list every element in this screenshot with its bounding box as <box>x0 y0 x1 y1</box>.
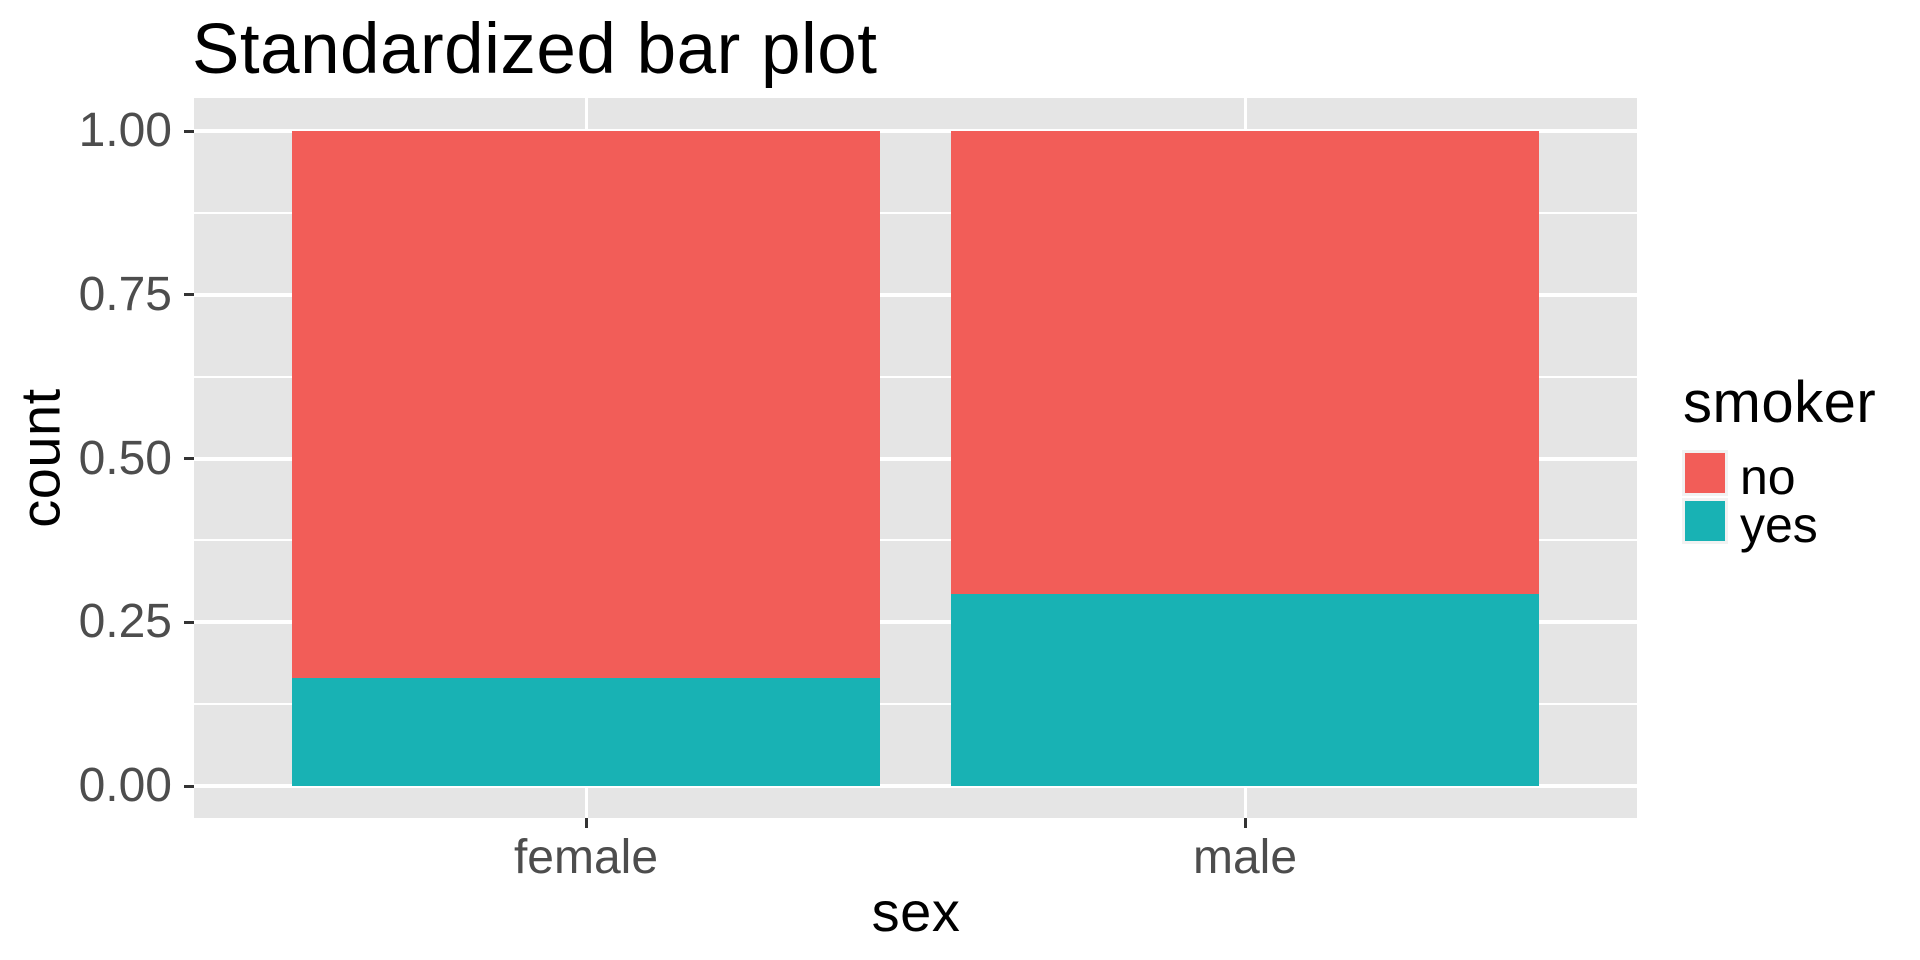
x-axis-tick-label-female: female <box>513 831 659 884</box>
legend-key-swatch-yes <box>1685 501 1725 541</box>
bar-segment-female-no <box>292 131 880 678</box>
gridline-major-horizontal <box>194 292 1637 297</box>
chart-title: Standardized bar plot <box>192 10 878 89</box>
legend-key-no <box>1682 450 1728 496</box>
gridline-major-horizontal <box>194 129 1637 133</box>
legend-title: smoker <box>1683 370 1877 435</box>
gridline-major-horizontal <box>194 456 1637 461</box>
gridline-minor-horizontal <box>194 211 1637 214</box>
y-axis-tick <box>184 293 194 297</box>
y-axis-tick-label: 1.00 <box>78 104 172 157</box>
x-axis-tick <box>584 818 588 828</box>
legend-label-no: no <box>1740 449 1796 505</box>
legend-key-yes <box>1682 498 1728 544</box>
gridline-minor-horizontal <box>194 539 1637 542</box>
y-axis-tick-label: 0.50 <box>78 431 172 485</box>
y-axis-tick <box>184 129 194 133</box>
bar-segment-male-yes <box>951 594 1539 786</box>
bar-segment-female-yes <box>292 677 880 786</box>
y-axis-tick-label: 0.00 <box>78 759 172 812</box>
bar-segment-male-no <box>951 131 1539 595</box>
x-axis-tick <box>1243 818 1247 828</box>
legend-key-swatch-no <box>1685 453 1725 493</box>
gridline-minor-horizontal <box>194 703 1637 706</box>
gridline-major-horizontal <box>194 784 1637 788</box>
y-axis-tick-label: 0.25 <box>78 595 172 649</box>
y-axis-tick-label: 0.75 <box>78 267 172 321</box>
y-axis-tick <box>184 784 194 788</box>
y-axis-tick <box>184 620 194 624</box>
x-axis-title: sex <box>871 880 961 943</box>
gridline-major-horizontal <box>194 620 1637 625</box>
x-axis-tick-label-male: male <box>1192 831 1298 884</box>
y-axis-tick <box>184 457 194 460</box>
plot-panel <box>194 98 1637 818</box>
legend-label-yes: yes <box>1740 497 1818 553</box>
gridline-minor-horizontal <box>194 375 1637 378</box>
